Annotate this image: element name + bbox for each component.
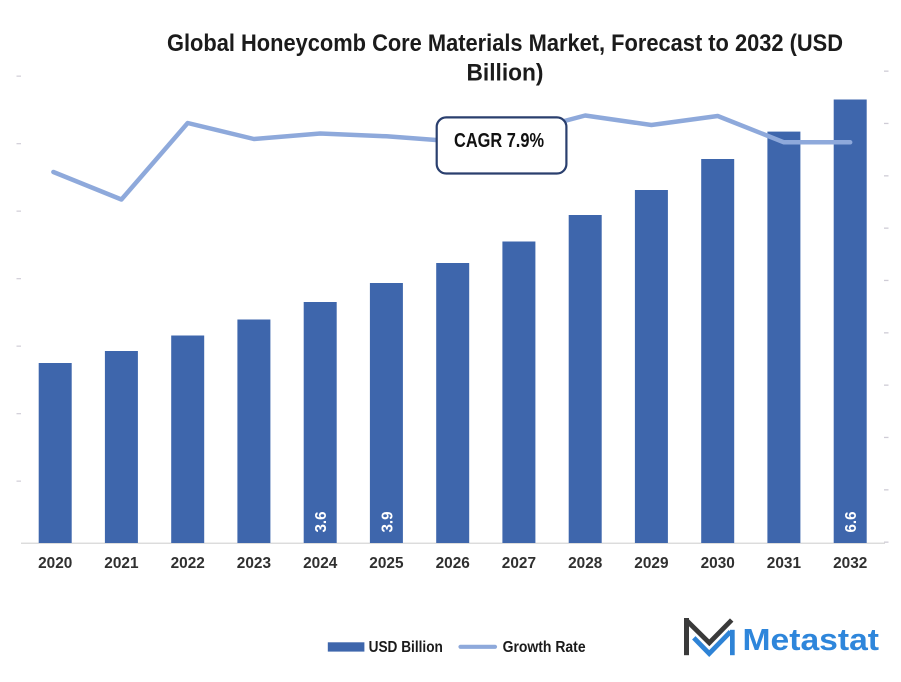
svg-text:2025: 2025	[369, 555, 403, 572]
svg-text:2029: 2029	[634, 555, 668, 572]
svg-text:3.6: 3.6	[313, 511, 330, 532]
svg-text:2021: 2021	[104, 555, 138, 572]
svg-text:2032: 2032	[833, 555, 867, 572]
svg-text:2026: 2026	[436, 555, 470, 572]
svg-text:2028: 2028	[568, 555, 602, 572]
svg-text:2031: 2031	[767, 555, 801, 572]
svg-text:Global Honeycomb Core Material: Global Honeycomb Core Materials Market, …	[167, 30, 843, 57]
svg-text:CAGR 7.9%: CAGR 7.9%	[454, 130, 544, 152]
svg-text:Metastat: Metastat	[743, 622, 880, 657]
svg-text:Growth Rate: Growth Rate	[503, 639, 586, 656]
svg-text:2024: 2024	[303, 555, 337, 572]
svg-text:2027: 2027	[502, 555, 536, 572]
svg-text:6.6: 6.6	[843, 511, 860, 532]
svg-text:2030: 2030	[701, 555, 735, 572]
svg-text:2023: 2023	[237, 555, 271, 572]
svg-text:2022: 2022	[171, 555, 205, 572]
svg-text:USD Billion: USD Billion	[369, 639, 443, 656]
svg-text:2020: 2020	[38, 555, 72, 572]
svg-text:3.9: 3.9	[379, 511, 396, 532]
svg-text:Billion): Billion)	[467, 59, 544, 86]
